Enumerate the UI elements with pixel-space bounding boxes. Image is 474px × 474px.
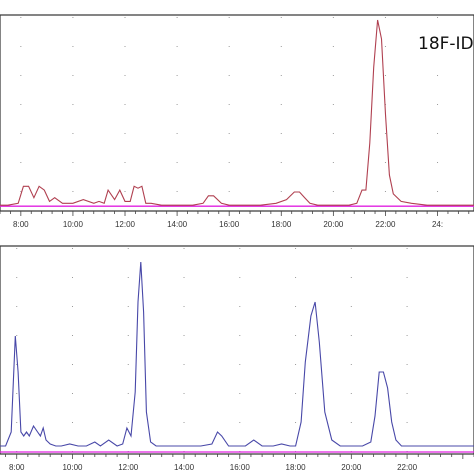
x-tick-label: 8:00 <box>13 220 29 229</box>
x-tick-label: 18:00 <box>286 463 307 472</box>
x-tick-label: 12:00 <box>115 220 136 229</box>
top-chromatogram-panel: 18F-ID 8:00 10:00 12:00 14:00 16:00 18:00 20:0… <box>0 14 474 229</box>
bottom-chromatogram-panel: 8:00 10:00 12:00 14:00 16:00 18:00 20:00 22:00 <box>0 245 474 472</box>
bottom-chromatogram-trace <box>0 261 474 447</box>
x-tick-label: 16:00 <box>230 463 251 472</box>
x-tick-label: 8:00 <box>9 463 25 472</box>
bottom-time-axis: 8:00 10:00 12:00 14:00 16:00 18:00 20:00 22:00 <box>5 454 474 472</box>
x-tick-label: 16:00 <box>219 220 240 229</box>
x-tick-label: 22:00 <box>397 463 418 472</box>
compound-annotation: 18F-ID <box>418 34 474 54</box>
x-tick-label: 14:00 <box>174 463 195 472</box>
x-tick-label: 24: <box>432 220 443 229</box>
x-tick-label: 22:00 <box>375 220 396 229</box>
top-plot-frame <box>0 14 474 212</box>
x-tick-label: 20:00 <box>323 220 344 229</box>
top-chromatogram-trace <box>0 19 474 206</box>
x-tick-label: 14:00 <box>167 220 188 229</box>
x-tick-label: 10:00 <box>63 220 84 229</box>
x-tick-label: 10:00 <box>62 463 83 472</box>
top-time-axis: 8:00 10:00 12:00 14:00 16:00 18:00 20:00 22:00 2… <box>0 211 470 229</box>
bottom-plot-frame <box>0 245 474 455</box>
x-tick-label: 20:00 <box>341 463 362 472</box>
x-tick-label: 12:00 <box>118 463 139 472</box>
x-tick-label: 18:00 <box>271 220 292 229</box>
